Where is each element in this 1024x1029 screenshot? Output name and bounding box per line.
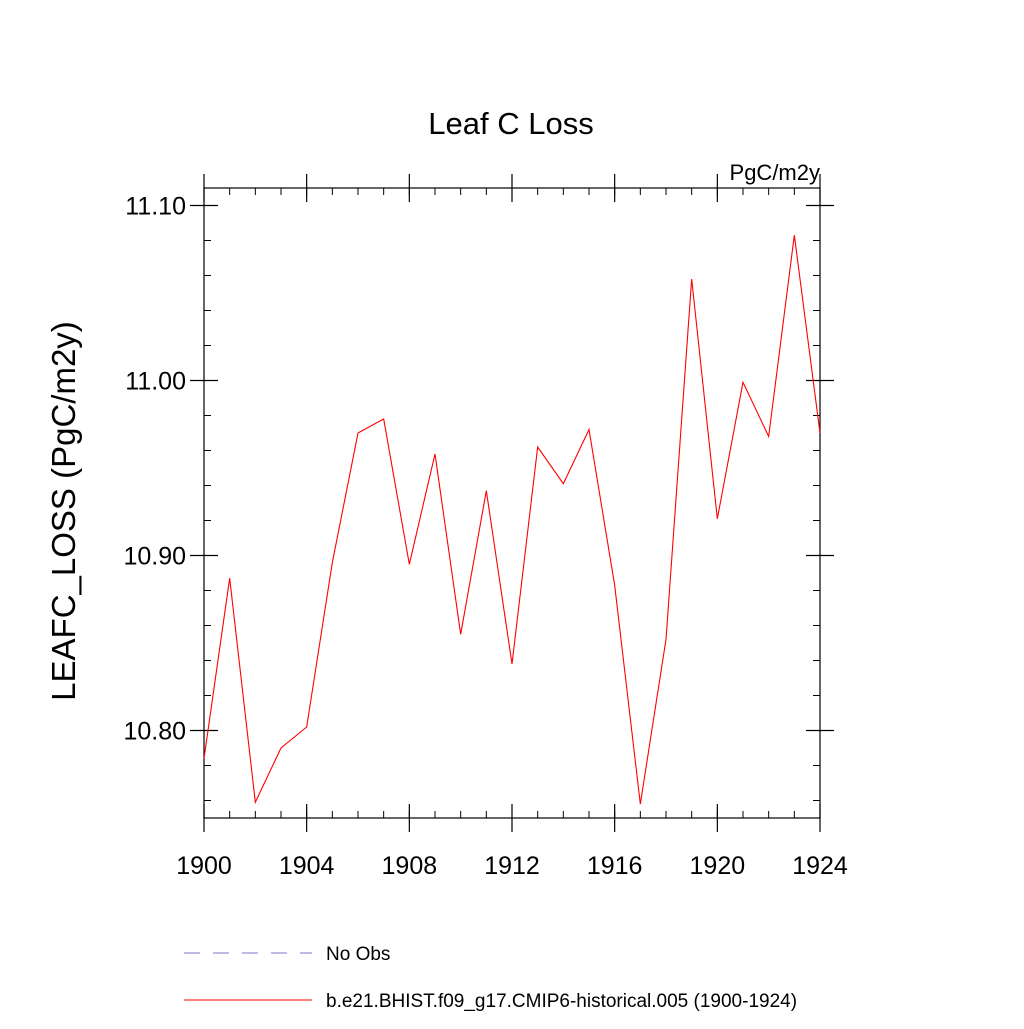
x-tick-label: 1912 [484, 852, 540, 880]
x-tick-label: 1920 [690, 852, 746, 880]
legend-label: No Obs [326, 944, 390, 965]
legend-label: b.e21.BHIST.f09_g17.CMIP6-historical.005… [326, 991, 797, 1012]
x-axis-ticks: 1900 1904 1908 1912 1916 1920 1924 [176, 174, 848, 880]
series-layer [203, 235, 821, 805]
x-tick-label: 1908 [382, 852, 438, 880]
units-label: PgC/m2y [730, 160, 820, 185]
y-tick-label: 11.00 [125, 368, 186, 396]
y-tick-label: 10.80 [123, 718, 186, 746]
x-tick-label: 1916 [587, 852, 643, 880]
legend: No Obs b.e21.BHIST.f09_g17.CMIP6-historic… [184, 944, 797, 1012]
x-tick-label: 1904 [279, 852, 335, 880]
x-tick-label: 1924 [792, 852, 848, 880]
x-tick-label: 1900 [176, 852, 232, 880]
chart-title: Leaf C Loss [428, 106, 593, 141]
plot-frame [203, 187, 821, 819]
series-line [203, 235, 821, 805]
y-tick-label: 11.10 [125, 193, 186, 221]
y-axis-label: LEAFC_LOSS (PgC/m2y) [45, 321, 82, 701]
y-tick-label: 10.90 [123, 543, 186, 571]
y-axis-ticks: 10.80 10.90 11.00 11.10 [123, 193, 834, 801]
